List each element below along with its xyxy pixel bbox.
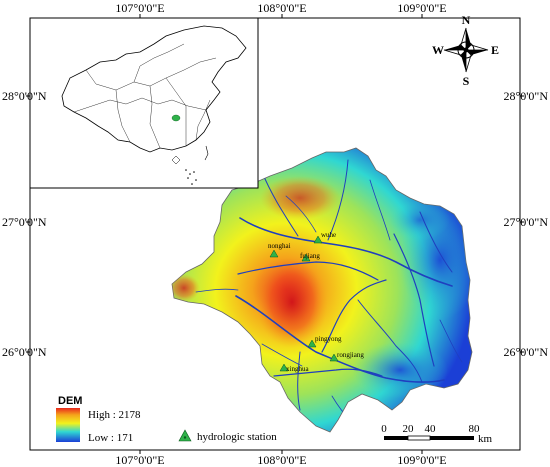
hydrologic-stations: wuhe nonghai fujiang pingyong rongjiang … [268, 231, 364, 373]
top-lon-label: 107°0'0"E [115, 1, 164, 15]
station-label: xinghua [286, 365, 309, 373]
scale-bar: 0 20 40 80 km [381, 423, 492, 445]
legend: DEM High : 2178 Low : 171 hydrologic sta… [56, 395, 277, 444]
station-label: wuhe [321, 231, 336, 239]
compass-w: W [432, 43, 444, 57]
top-lon-label: 109°0'0"E [397, 1, 446, 15]
legend-low-label: Low : 171 [88, 432, 133, 444]
station-label: pingyong [315, 335, 342, 343]
scale-tick: 40 [425, 423, 437, 435]
legend-high-label: High : 2178 [88, 409, 141, 421]
scale-tick: 20 [403, 423, 415, 435]
scale-unit: km [478, 433, 493, 445]
scale-tick: 80 [469, 423, 481, 435]
legend-station-label: hydrologic station [197, 431, 277, 443]
left-lat-label: 28°0'0"N [2, 89, 47, 103]
station-rongjiang: rongjiang [329, 351, 364, 362]
graticule-ticks [26, 14, 524, 454]
compass-s: S [463, 74, 470, 88]
compass-e: E [491, 43, 499, 57]
china-inset-map [29, 17, 259, 189]
bottom-lon-label: 109°0'0"E [397, 453, 446, 467]
north-arrow: N S E W [432, 13, 499, 88]
station-label: nonghai [268, 242, 291, 250]
station-label: rongjiang [337, 351, 364, 359]
scale-tick: 0 [381, 423, 387, 435]
legend-title: DEM [58, 395, 82, 407]
right-lat-label: 28°0'0"N [503, 89, 548, 103]
left-lat-label: 27°0'0"N [2, 215, 47, 229]
station-wuhe: wuhe [313, 231, 336, 244]
basin-dem [171, 147, 473, 433]
right-lat-label: 27°0'0"N [503, 215, 548, 229]
station-xinghua: xinghua [279, 363, 309, 373]
bottom-lon-label: 107°0'0"E [115, 453, 164, 467]
dem-color-ramp [56, 408, 80, 442]
right-lat-label: 26°0'0"N [503, 345, 548, 359]
station-legend-icon [178, 429, 192, 442]
compass-n: N [462, 13, 471, 27]
top-lon-label: 108°0'0"E [257, 1, 306, 15]
station-label: fujiang [300, 252, 320, 260]
river-network [195, 159, 463, 421]
station-pingyong: pingyong [307, 335, 342, 348]
station-nonghai: nonghai [268, 242, 291, 258]
bottom-lon-label: 108°0'0"E [257, 453, 306, 467]
left-lat-label: 26°0'0"N [2, 345, 47, 359]
station-fujiang: fujiang [300, 252, 320, 262]
